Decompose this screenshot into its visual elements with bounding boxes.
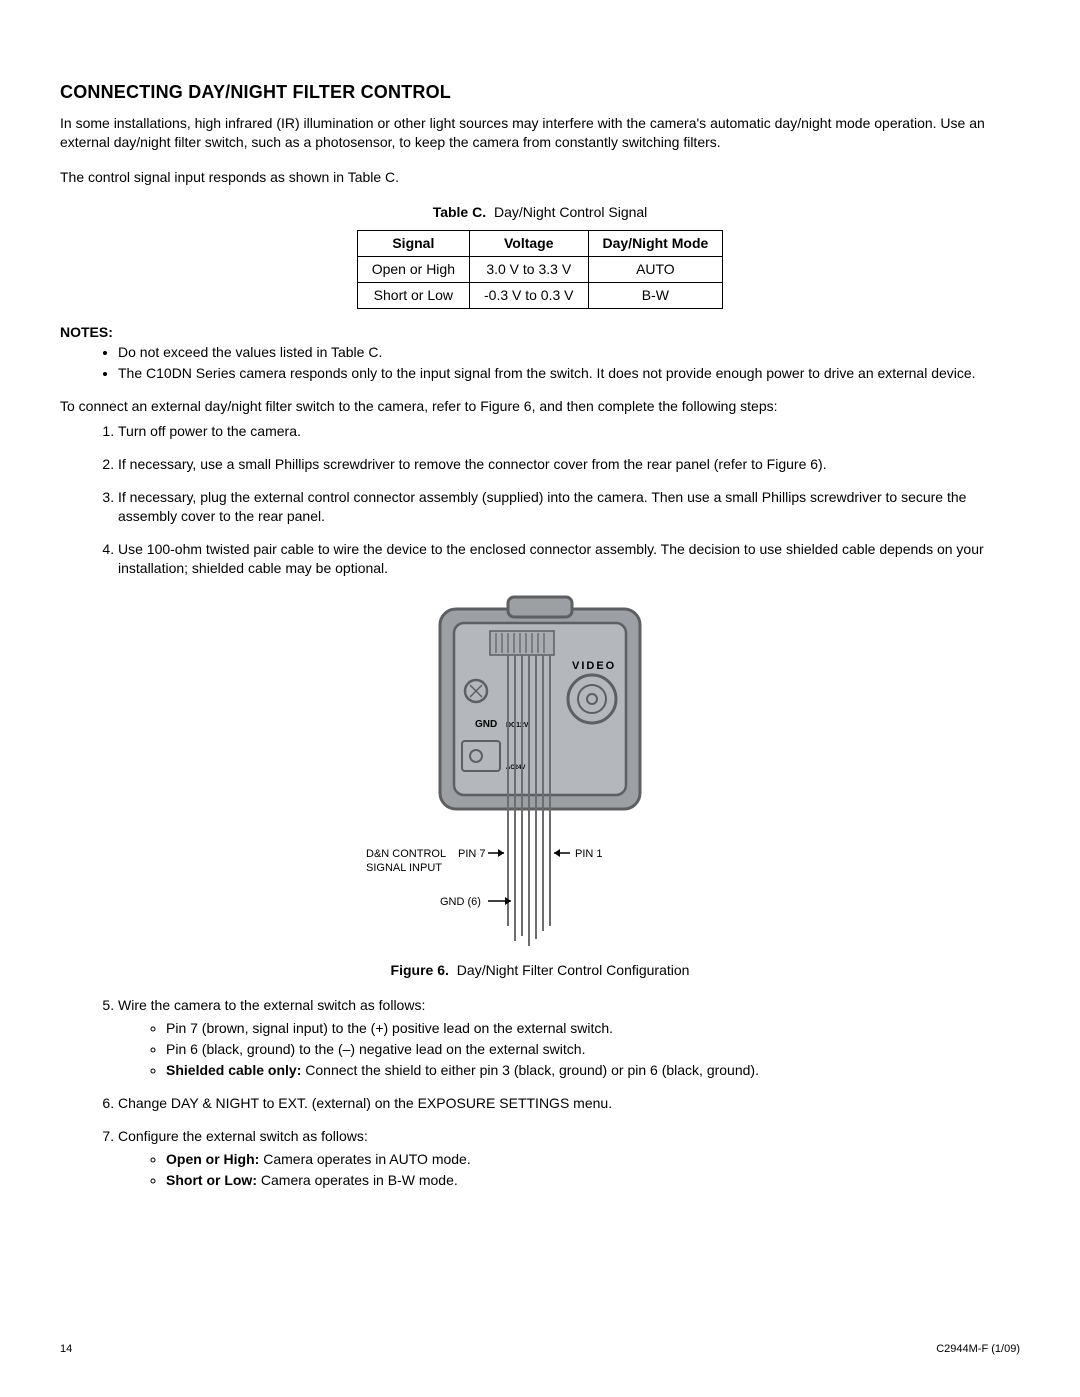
figure-caption-rest: Day/Night Filter Control Configuration — [457, 962, 690, 978]
figure-caption: Figure 6. Day/Night Filter Control Confi… — [391, 961, 690, 980]
step7-intro: Configure the external switch as follows… — [118, 1128, 368, 1144]
pin1-label: PIN 1 — [575, 848, 603, 860]
step-5: Wire the camera to the external switch a… — [118, 996, 1020, 1080]
step5-intro: Wire the camera to the external switch a… — [118, 997, 425, 1013]
page: CONNECTING DAY/NIGHT FILTER CONTROL In s… — [0, 0, 1080, 1397]
pin7-label: PIN 7 — [458, 848, 486, 860]
th-voltage: Voltage — [470, 230, 589, 256]
sub-item: Pin 6 (black, ground) to the (–) negativ… — [166, 1040, 1020, 1059]
table-header-row: Signal Voltage Day/Night Mode — [357, 230, 723, 256]
table-caption: Table C. Day/Night Control Signal — [60, 203, 1020, 222]
td: Open or High — [357, 256, 469, 282]
td: 3.0 V to 3.3 V — [470, 256, 589, 282]
signal-table: Signal Voltage Day/Night Mode Open or Hi… — [357, 230, 724, 309]
sub-item: Pin 7 (brown, signal input) to the (+) p… — [166, 1019, 1020, 1038]
page-footer: 14 C2944M-F (1/09) — [60, 1342, 1020, 1357]
steps-list-1: Turn off power to the camera. If necessa… — [60, 422, 1020, 577]
steps-list-2: Wire the camera to the external switch a… — [60, 996, 1020, 1189]
table-row: Short or Low -0.3 V to 0.3 V B-W — [357, 282, 723, 308]
dc12v-label: DC12V — [506, 722, 529, 729]
camera-diagram-icon: VIDEO GND DC12V AC24V — [330, 591, 750, 951]
sub-bold: Open or High: — [166, 1151, 259, 1167]
sub-text: Camera operates in AUTO mode. — [259, 1151, 470, 1167]
step-item: If necessary, plug the external control … — [118, 488, 1020, 526]
connect-intro: To connect an external day/night filter … — [60, 397, 1020, 416]
step5-sublist: Pin 7 (brown, signal input) to the (+) p… — [118, 1019, 1020, 1080]
page-number: 14 — [60, 1342, 72, 1357]
sub-text: Connect the shield to either pin 3 (blac… — [301, 1062, 759, 1078]
sub-item: Shielded cable only: Connect the shield … — [166, 1061, 1020, 1080]
dn-control-label: D&N CONTROL — [366, 848, 446, 860]
gnd-panel-label: GND — [475, 719, 497, 730]
sub-item: Open or High: Camera operates in AUTO mo… — [166, 1150, 1020, 1169]
sub-bold: Short or Low: — [166, 1172, 257, 1188]
sub-item: Short or Low: Camera operates in B-W mod… — [166, 1171, 1020, 1190]
gnd6-label: GND (6) — [440, 896, 481, 908]
note-item: The C10DN Series camera responds only to… — [118, 364, 1020, 383]
th-mode: Day/Night Mode — [588, 230, 723, 256]
step-6: Change DAY & NIGHT to EXT. (external) on… — [118, 1094, 1020, 1113]
step-item: Turn off power to the camera. — [118, 422, 1020, 441]
video-label: VIDEO — [572, 660, 616, 672]
intro-p1: In some installations, high infrared (IR… — [60, 114, 1020, 152]
notes-list: Do not exceed the values listed in Table… — [60, 343, 1020, 383]
figure-caption-bold: Figure 6. — [391, 962, 449, 978]
step7-sublist: Open or High: Camera operates in AUTO mo… — [118, 1150, 1020, 1190]
signal-input-label: SIGNAL INPUT — [366, 862, 442, 874]
intro-p2: The control signal input responds as sho… — [60, 168, 1020, 187]
td: -0.3 V to 0.3 V — [470, 282, 589, 308]
table-caption-rest: Day/Night Control Signal — [494, 204, 647, 220]
table-caption-bold: Table C. — [433, 204, 486, 220]
notes-heading: NOTES: — [60, 323, 1020, 342]
td: B-W — [588, 282, 723, 308]
td: Short or Low — [357, 282, 469, 308]
step-item: If necessary, use a small Phillips screw… — [118, 455, 1020, 474]
intro-block: In some installations, high infrared (IR… — [60, 114, 1020, 187]
td: AUTO — [588, 256, 723, 282]
step-item: Use 100-ohm twisted pair cable to wire t… — [118, 540, 1020, 578]
doc-id: C2944M-F (1/09) — [936, 1342, 1020, 1357]
note-item: Do not exceed the values listed in Table… — [118, 343, 1020, 362]
sub-text: Pin 7 (brown, signal input) to the (+) p… — [166, 1020, 613, 1036]
sub-bold: Shielded cable only: — [166, 1062, 301, 1078]
figure-block: VIDEO GND DC12V AC24V — [60, 591, 1020, 990]
sub-text: Camera operates in B-W mode. — [257, 1172, 458, 1188]
th-signal: Signal — [357, 230, 469, 256]
sub-text: Pin 6 (black, ground) to the (–) negativ… — [166, 1041, 585, 1057]
step-7: Configure the external switch as follows… — [118, 1127, 1020, 1190]
section-heading: CONNECTING DAY/NIGHT FILTER CONTROL — [60, 80, 1020, 104]
table-row: Open or High 3.0 V to 3.3 V AUTO — [357, 256, 723, 282]
